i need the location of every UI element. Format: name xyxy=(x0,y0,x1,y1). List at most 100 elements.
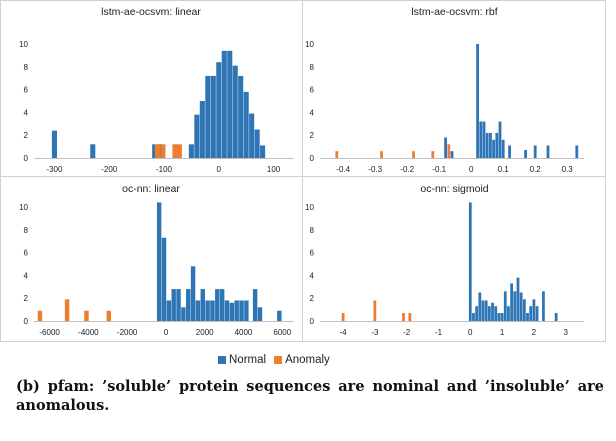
chart-title: lstm-ae-ocsvm: rbf xyxy=(411,6,497,18)
bar-normal xyxy=(513,291,517,321)
x-tick-label: -100 xyxy=(156,165,173,174)
bar-normal xyxy=(516,277,520,321)
bar-anomaly xyxy=(341,313,345,321)
x-tick-label: 0.1 xyxy=(498,165,510,174)
bar-anomaly xyxy=(106,310,111,321)
chart-panel-1: lstm-ae-ocsvm: linear 0 2 4 6 8 10 -300 -200 -100… xyxy=(19,6,294,174)
bar-anomaly xyxy=(84,310,89,321)
y-tick-label: 2 xyxy=(310,294,315,303)
bar-normal xyxy=(186,289,191,321)
bar-normal xyxy=(450,151,454,158)
bar-normal xyxy=(227,50,233,159)
bar-normal xyxy=(234,300,239,321)
bar-normal xyxy=(510,283,514,321)
legend-swatch-anomaly xyxy=(274,356,283,364)
bar-anomaly xyxy=(172,144,178,158)
bar-normal xyxy=(498,121,502,158)
bar-normal xyxy=(492,139,495,158)
bar-normal xyxy=(503,291,507,321)
y-tick-label: 8 xyxy=(310,63,315,72)
x-tick-label: -0.4 xyxy=(336,165,350,174)
bar-normal xyxy=(277,310,282,321)
bar-normal xyxy=(51,130,57,158)
bar-normal xyxy=(500,313,504,321)
chart-title: oc-nn: sigmoid xyxy=(420,183,488,195)
bar-normal xyxy=(254,129,260,158)
bar-anomaly xyxy=(412,151,415,158)
x-tick-label: 0 xyxy=(469,165,474,174)
chart-panel-2: lstm-ae-ocsvm: rbf 0 2 4 6 8 10 -0.4 -0.3 -0.2 -0.… xyxy=(305,6,584,174)
bar-normal xyxy=(166,300,172,321)
x-tick-label: 2000 xyxy=(196,328,214,337)
bar-normal xyxy=(205,300,210,321)
bar-normal xyxy=(487,306,491,321)
bar-normal xyxy=(229,302,235,321)
bar-normal xyxy=(221,50,227,159)
bar-anomaly xyxy=(64,299,70,321)
bar-anomaly xyxy=(373,300,377,321)
y-tick-label: 10 xyxy=(305,203,314,212)
bar-normal xyxy=(219,289,225,321)
bar-normal xyxy=(484,300,488,321)
bar-normal xyxy=(157,144,163,158)
y-tick-label: 0 xyxy=(24,317,29,326)
bar-normal xyxy=(239,300,244,321)
bar-anomaly xyxy=(447,144,451,158)
bar-normal xyxy=(188,144,194,158)
bar-normal xyxy=(156,202,162,321)
bar-normal xyxy=(554,313,558,321)
x-tick-label: 0.3 xyxy=(562,165,574,174)
bar-normal xyxy=(507,306,510,321)
bar-normal xyxy=(535,306,539,321)
bar-anomaly xyxy=(431,151,435,158)
x-tick-label: -0.1 xyxy=(432,165,446,174)
bar-normal xyxy=(494,306,498,321)
bar-normal xyxy=(472,313,475,321)
bar-anomaly xyxy=(402,313,405,321)
legend-label-normal: Normal xyxy=(229,354,267,366)
bar-normal xyxy=(243,91,249,158)
y-tick-label: 4 xyxy=(310,108,315,117)
y-tick-label: 6 xyxy=(24,86,29,95)
y-tick-label: 0 xyxy=(310,154,315,163)
bar-normal xyxy=(260,145,266,158)
x-tick-label: 3 xyxy=(563,328,568,337)
bar-normal xyxy=(497,313,501,321)
x-tick-label: -6000 xyxy=(39,328,60,337)
bar-normal xyxy=(199,101,205,158)
x-tick-label: -4000 xyxy=(78,328,99,337)
bar-normal xyxy=(244,300,249,321)
bar-anomaly xyxy=(160,144,166,158)
x-tick-label: 0 xyxy=(468,328,473,337)
bar-normal xyxy=(252,289,258,321)
y-tick-label: 4 xyxy=(24,108,29,117)
bar-normal xyxy=(575,145,579,158)
bar-normal xyxy=(533,145,537,158)
x-tick-label: -0.2 xyxy=(400,165,414,174)
x-tick-label: 100 xyxy=(267,165,281,174)
y-tick-label: 6 xyxy=(310,249,315,258)
bar-normal xyxy=(542,291,545,321)
legend: Normal Anomaly xyxy=(218,352,338,368)
bar-normal xyxy=(210,75,216,158)
x-tick-label: 4000 xyxy=(235,328,253,337)
bar-normal xyxy=(444,137,447,158)
bar-normal xyxy=(232,65,238,158)
bar-normal xyxy=(216,62,222,158)
bar-normal xyxy=(479,121,483,158)
bar-normal xyxy=(257,307,263,321)
legend-item-anomaly: Anomaly xyxy=(274,354,330,366)
bar-normal xyxy=(532,299,536,321)
x-tick-label: -3 xyxy=(371,328,379,337)
x-tick-label: 0.2 xyxy=(530,165,542,174)
bar-normal xyxy=(171,289,176,321)
bar-normal xyxy=(90,144,96,158)
bar-normal xyxy=(224,300,230,321)
figure-caption: (b) pfam: ’soluble’ protein sequences ar… xyxy=(16,378,604,414)
bar-normal xyxy=(194,114,200,158)
bar-normal xyxy=(482,121,486,158)
bar-normal xyxy=(152,144,158,158)
chart-panel-4: oc-nn: sigmoid 0 2 4 6 8 10 -4 -3 -2 -1 0 1 2 3 xyxy=(305,183,584,337)
bar-normal xyxy=(489,132,492,158)
